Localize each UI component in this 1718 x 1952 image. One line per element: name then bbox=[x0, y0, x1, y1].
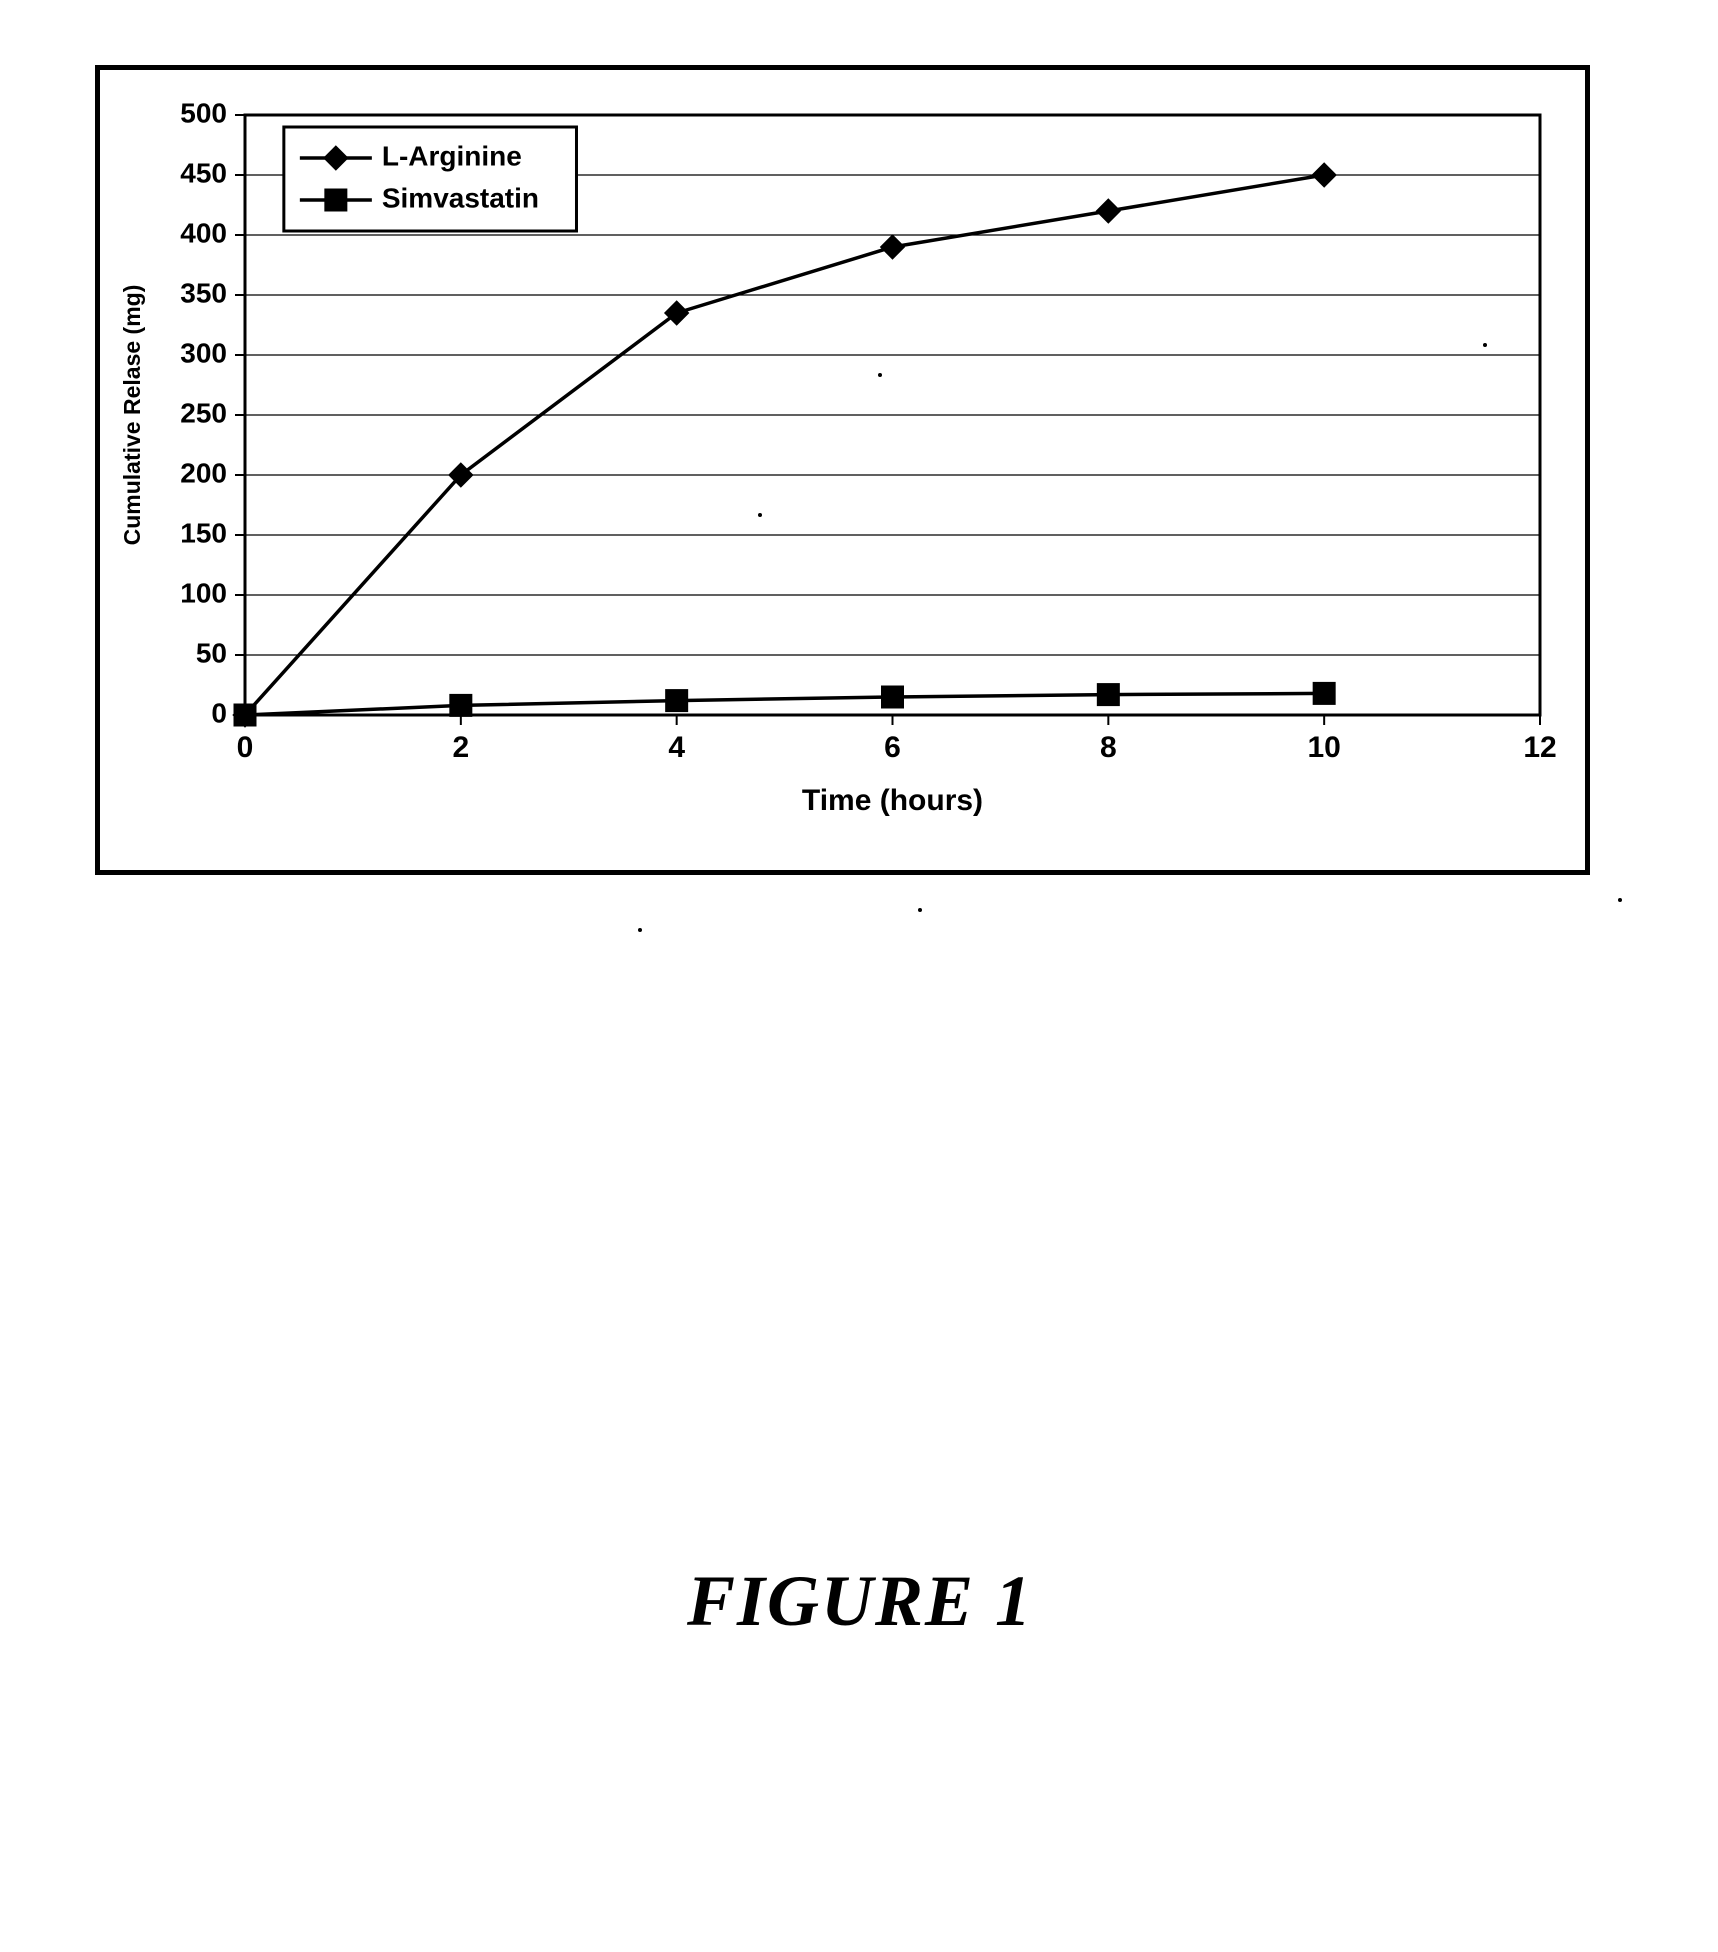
svg-text:500: 500 bbox=[180, 97, 227, 128]
svg-text:2: 2 bbox=[452, 731, 469, 764]
svg-text:250: 250 bbox=[180, 397, 227, 428]
svg-text:Time (hours): Time (hours) bbox=[802, 784, 983, 817]
svg-text:350: 350 bbox=[180, 277, 227, 308]
svg-text:300: 300 bbox=[180, 337, 227, 368]
svg-text:10: 10 bbox=[1307, 731, 1340, 764]
svg-text:4: 4 bbox=[668, 731, 685, 764]
svg-text:L-Arginine: L-Arginine bbox=[382, 140, 522, 171]
svg-text:450: 450 bbox=[180, 157, 227, 188]
svg-text:Cumulative Relase (mg): Cumulative Relase (mg) bbox=[119, 285, 145, 546]
release-chart: 0 50 100 150 200 250 300 350 400 450 500 0 2 4 6 8 10 12 T… bbox=[0, 0, 1718, 1952]
svg-text:12: 12 bbox=[1523, 731, 1556, 764]
svg-text:0: 0 bbox=[211, 697, 227, 728]
svg-text:200: 200 bbox=[180, 457, 227, 488]
svg-text:0: 0 bbox=[237, 731, 254, 764]
svg-text:100: 100 bbox=[180, 577, 227, 608]
svg-text:8: 8 bbox=[1100, 731, 1117, 764]
svg-text:50: 50 bbox=[196, 637, 227, 668]
svg-text:Simvastatin: Simvastatin bbox=[382, 182, 539, 213]
svg-text:6: 6 bbox=[884, 731, 901, 764]
svg-text:400: 400 bbox=[180, 217, 227, 248]
svg-text:150: 150 bbox=[180, 517, 227, 548]
figure-caption: FIGURE 1 bbox=[600, 1560, 1120, 1643]
